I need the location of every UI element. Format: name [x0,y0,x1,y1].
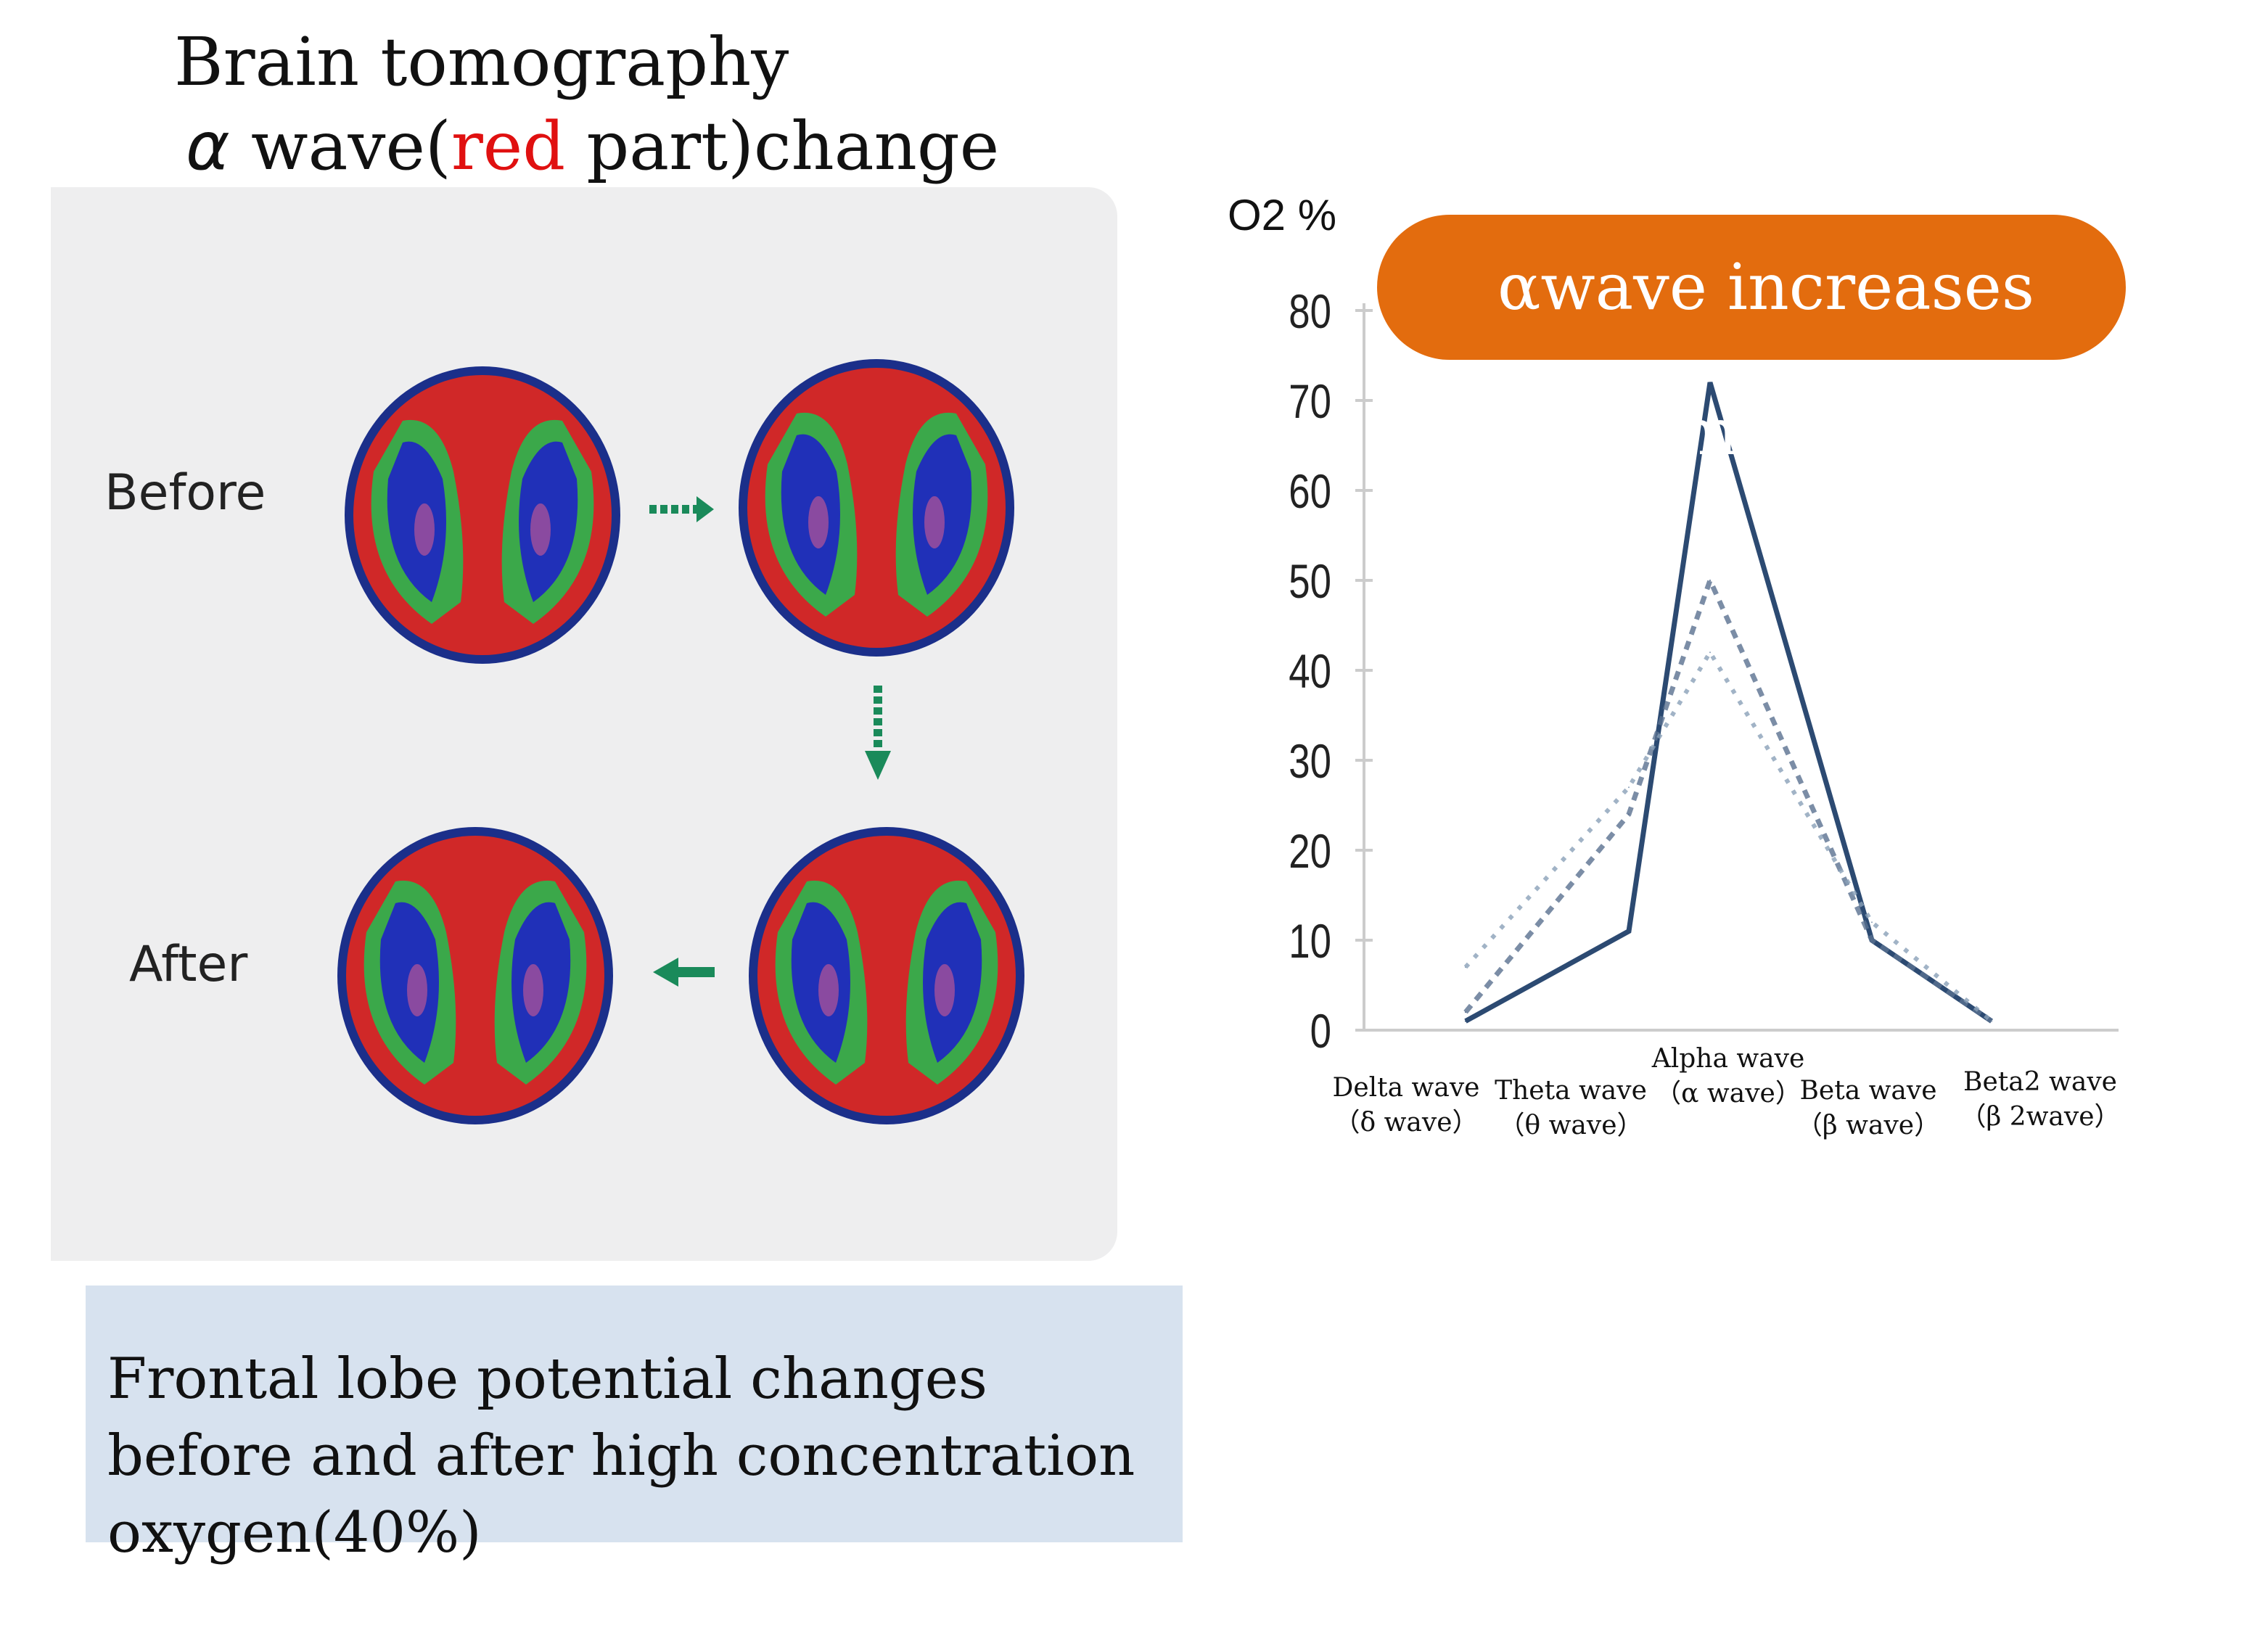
data-point [1991,1020,1992,1022]
data-point [1628,786,1630,789]
x-tick-label: Alpha wave （α wave） [1641,1042,1815,1111]
y-tick-label: 70 [1289,374,1331,428]
title: Brain tomography α wave(red part)change [174,20,999,189]
category-name: Alpha wave [1651,1044,1805,1074]
category-name: Theta wave [1495,1076,1647,1106]
x-tick-label: Beta wave （β wave） [1781,1074,1955,1143]
category-name: Beta wave [1799,1076,1937,1106]
y-tick-label: 40 [1289,644,1331,698]
category-name: Delta wave [1332,1073,1480,1103]
data-point [1628,930,1630,932]
data-point [1465,966,1466,968]
y-axis-label: O2 % [1228,191,1337,239]
line-chart: 0 10 20 30 40 50 60 70 80 [1289,284,2119,1058]
category-symbol: （α wave） [1655,1079,1801,1108]
data-point [1628,813,1630,815]
y-tick-label: 20 [1289,824,1331,878]
title-red-text: red [451,107,566,185]
data-point [1465,1011,1466,1013]
arrow-left-icon [653,958,715,987]
x-tick-label: Theta wave （θ wave） [1484,1074,1658,1143]
title-text: wave( [229,107,451,185]
y-tick-label: 60 [1289,464,1331,518]
brain-scans [337,359,1024,1124]
data-point [1871,939,1873,941]
data-point [1871,921,1873,924]
caption-box: Frontal lobe potential changes before an… [86,1286,1183,1566]
category-symbol: （θ wave） [1498,1111,1643,1140]
category-symbol: （β wave） [1796,1111,1941,1140]
after-label: After [129,936,248,993]
y-tick-label: 30 [1289,734,1331,788]
callout-badge: αwave increases most. [1377,215,2126,469]
y-tick-label: 50 [1289,554,1331,608]
category-name: Beta2 wave [1963,1067,2117,1097]
arrow-right-icon [649,496,714,522]
alpha-symbol: α [186,107,230,185]
series-line-dashed [1463,573,1993,1024]
x-tick-label: Delta wave （δ wave） [1319,1071,1493,1140]
before-label: Before [104,464,266,522]
title-line2: α wave(red part)change [174,104,999,189]
data-point [1709,580,1711,581]
data-point [1709,651,1711,654]
arrow-down-icon [865,686,891,780]
title-line1: Brain tomography [174,23,789,101]
data-point [1709,382,1711,384]
y-tick-label: 10 [1289,914,1331,968]
data-point [1465,1020,1466,1022]
category-symbol: （β 2wave） [1960,1102,2121,1132]
x-tick-label: Beta2 wave （β 2wave） [1953,1065,2127,1135]
y-tick-label: 0 [1310,1004,1331,1058]
category-symbol: （δ wave） [1334,1108,1479,1138]
title-text: part)change [565,107,1000,185]
y-tick-label: 80 [1289,284,1331,338]
